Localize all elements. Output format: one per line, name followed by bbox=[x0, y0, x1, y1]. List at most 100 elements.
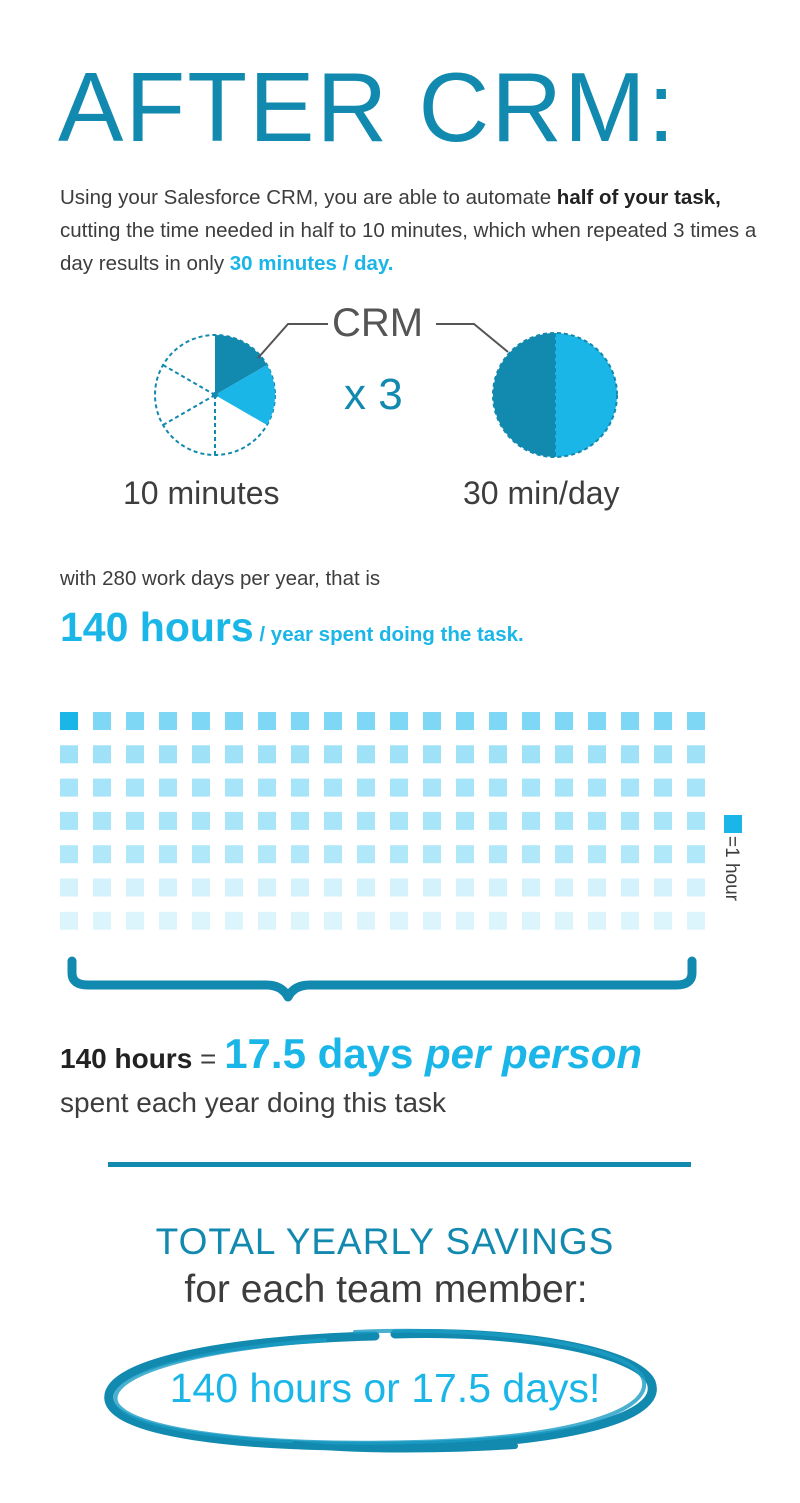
hour-square bbox=[258, 811, 276, 830]
hour-square bbox=[489, 811, 507, 830]
hour-square bbox=[126, 878, 144, 897]
intro-text-1: Using your Salesforce CRM, you are able … bbox=[60, 186, 557, 209]
hour-square bbox=[654, 811, 672, 830]
hour-square bbox=[357, 845, 375, 864]
hour-square bbox=[225, 911, 243, 930]
hour-square bbox=[621, 811, 639, 830]
intro-bold: half of your task, bbox=[556, 186, 721, 209]
hour-square bbox=[621, 745, 639, 764]
hour-square bbox=[357, 745, 375, 764]
hour-square bbox=[192, 745, 210, 764]
intro-text-2: cutting the time needed in half to 10 mi… bbox=[60, 219, 757, 275]
hour-square bbox=[192, 778, 210, 797]
pie-dividers bbox=[162, 364, 216, 455]
work-days-text: with 280 work days per year, that is bbox=[60, 567, 381, 590]
intro-highlight: 30 minutes / day. bbox=[229, 252, 394, 275]
hour-square bbox=[390, 911, 408, 930]
hour-square bbox=[390, 878, 408, 897]
hour-square bbox=[60, 911, 78, 930]
hour-square bbox=[324, 745, 342, 764]
hour-square bbox=[225, 745, 243, 764]
hour-square bbox=[126, 745, 144, 764]
hour-square bbox=[291, 845, 309, 864]
hour-square bbox=[588, 878, 606, 897]
hour-square bbox=[390, 712, 408, 730]
hour-square bbox=[324, 712, 342, 730]
hour-square bbox=[588, 778, 606, 797]
hour-square bbox=[258, 911, 276, 930]
hour-square bbox=[291, 911, 309, 930]
crm-connector bbox=[257, 323, 509, 359]
hour-square bbox=[225, 878, 243, 897]
hour-square bbox=[621, 778, 639, 797]
hour-square bbox=[324, 878, 342, 897]
right-caption: 30 min/day bbox=[463, 475, 620, 511]
hour-square bbox=[621, 845, 639, 864]
hour-square bbox=[60, 845, 78, 864]
spent-text: spent each year doing this task bbox=[60, 1087, 447, 1118]
pie-slice-light bbox=[215, 365, 276, 425]
hour-square bbox=[555, 878, 573, 897]
hour-square bbox=[456, 811, 474, 830]
hour-square bbox=[687, 745, 705, 764]
hour-square bbox=[555, 911, 573, 930]
hours-line: 140 hours / year spent doing the task. bbox=[60, 604, 524, 651]
hours-big: 140 hours bbox=[60, 604, 254, 650]
hour-square bbox=[456, 878, 474, 897]
hour-square bbox=[192, 878, 210, 897]
hour-square bbox=[93, 845, 111, 864]
hour-square bbox=[159, 878, 177, 897]
hour-square bbox=[654, 845, 672, 864]
hour-square bbox=[93, 778, 111, 797]
hour-square bbox=[357, 911, 375, 930]
hour-square bbox=[687, 911, 705, 930]
pie-half-light bbox=[555, 333, 617, 457]
left-caption: 10 minutes bbox=[123, 475, 280, 511]
hour-square bbox=[423, 811, 441, 830]
hour-square bbox=[126, 712, 144, 730]
hour-square bbox=[225, 845, 243, 864]
hour-square bbox=[225, 778, 243, 797]
hour-square bbox=[423, 778, 441, 797]
hour-square bbox=[258, 878, 276, 897]
pie-30-min-day bbox=[492, 332, 618, 458]
savings-heading: TOTAL YEARLY SAVINGS bbox=[155, 1221, 615, 1262]
equation-line: 140 hours = 17.5 days per person bbox=[60, 1030, 642, 1078]
hour-square bbox=[291, 712, 309, 730]
hour-square bbox=[654, 712, 672, 730]
hour-square bbox=[192, 712, 210, 730]
legend-square-icon bbox=[724, 815, 742, 833]
hour-square bbox=[456, 712, 474, 730]
pie-half-dark bbox=[493, 333, 555, 457]
hour-square bbox=[588, 745, 606, 764]
hour-square bbox=[126, 845, 144, 864]
hour-square bbox=[522, 745, 540, 764]
hour-square bbox=[258, 778, 276, 797]
hour-square bbox=[60, 811, 78, 830]
hour-square bbox=[324, 911, 342, 930]
hour-square bbox=[423, 845, 441, 864]
hour-square bbox=[621, 712, 639, 730]
hour-square bbox=[588, 911, 606, 930]
hour-square bbox=[489, 911, 507, 930]
equation-hours: 140 hours bbox=[60, 1043, 193, 1074]
pie-slice-dark bbox=[215, 335, 267, 395]
hour-square bbox=[654, 745, 672, 764]
hour-square bbox=[522, 911, 540, 930]
hour-square bbox=[159, 745, 177, 764]
hour-square bbox=[588, 712, 606, 730]
hour-square bbox=[93, 878, 111, 897]
hour-square bbox=[324, 811, 342, 830]
hour-square bbox=[390, 745, 408, 764]
hour-square bbox=[126, 911, 144, 930]
hour-square bbox=[159, 811, 177, 830]
hour-square bbox=[93, 811, 111, 830]
hour-square bbox=[522, 878, 540, 897]
hour-square bbox=[522, 811, 540, 830]
hour-square bbox=[93, 745, 111, 764]
hour-square bbox=[489, 778, 507, 797]
hour-square bbox=[654, 878, 672, 897]
hour-square bbox=[159, 911, 177, 930]
hour-square bbox=[225, 712, 243, 730]
hour-square bbox=[489, 845, 507, 864]
